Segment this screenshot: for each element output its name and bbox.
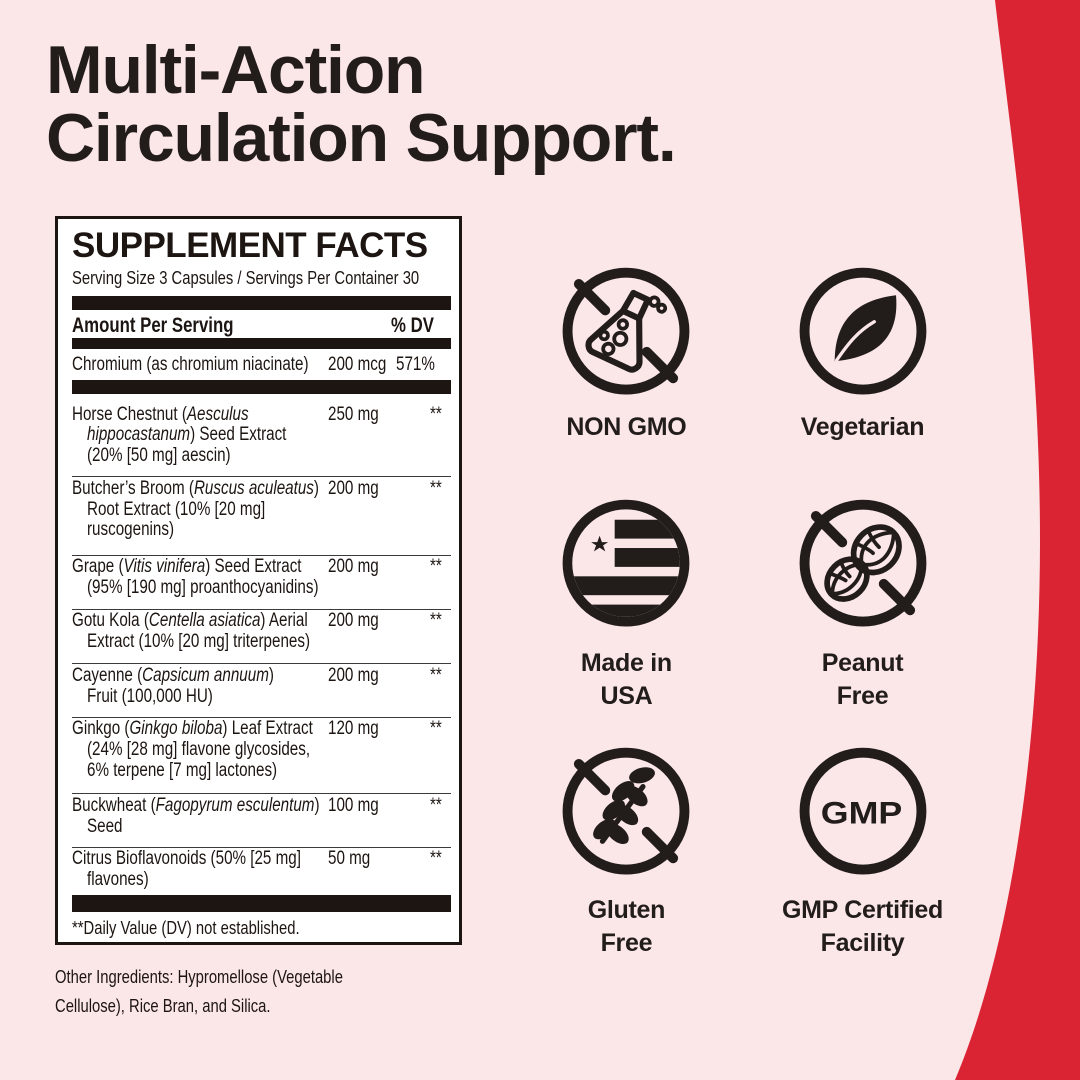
- svg-text:GMP: GMP: [820, 796, 901, 830]
